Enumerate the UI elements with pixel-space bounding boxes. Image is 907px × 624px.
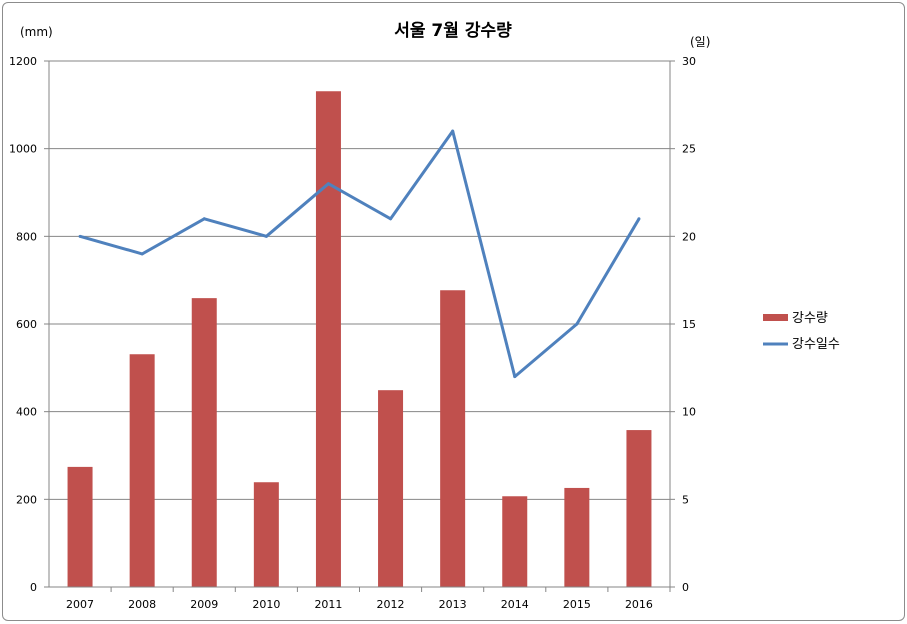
right-axis-unit: (일) bbox=[690, 35, 710, 49]
left-tick-label: 1200 bbox=[9, 55, 37, 68]
bar-2007 bbox=[67, 466, 93, 587]
line-point bbox=[389, 217, 393, 221]
line-point bbox=[78, 234, 82, 238]
bar-2014 bbox=[502, 496, 528, 587]
left-tick-label: 800 bbox=[16, 230, 37, 243]
axes: 0 200 400 600 800 1000 1200 0 5 10 15 20 25 30 2007 200… bbox=[9, 55, 696, 611]
bar-series bbox=[67, 91, 652, 588]
bar-2010 bbox=[253, 482, 279, 587]
right-tick-label: 30 bbox=[682, 55, 696, 68]
right-tick-label: 5 bbox=[682, 493, 689, 506]
legend-label-bar: 강수량 bbox=[792, 311, 828, 326]
right-tick-label: 20 bbox=[682, 230, 696, 243]
x-tick-label: 2008 bbox=[128, 598, 156, 611]
line-강수일수 bbox=[79, 129, 641, 379]
chart-title: 서울 7월 강수량 bbox=[394, 21, 512, 41]
line-point bbox=[513, 375, 517, 379]
line-point bbox=[451, 129, 455, 133]
x-tick-label: 2014 bbox=[501, 598, 529, 611]
bar-2009 bbox=[191, 298, 217, 587]
left-axis-unit: (mm) bbox=[20, 25, 53, 39]
x-tick-label: 2010 bbox=[252, 598, 280, 611]
legend-label-line: 강수일수 bbox=[792, 337, 840, 352]
left-tick-label: 600 bbox=[16, 318, 37, 331]
x-tick-label: 2007 bbox=[66, 598, 94, 611]
left-tick-label: 0 bbox=[30, 581, 37, 594]
legend-swatch-bar bbox=[763, 314, 788, 321]
line-point bbox=[637, 217, 641, 221]
bar-2016 bbox=[626, 430, 652, 587]
x-tick-label: 2009 bbox=[190, 598, 218, 611]
line-series bbox=[78, 129, 641, 379]
line-point bbox=[202, 217, 206, 221]
right-tick-label: 10 bbox=[682, 406, 696, 419]
bar-2008 bbox=[129, 354, 155, 587]
left-tick-label: 400 bbox=[16, 406, 37, 419]
x-tick-label: 2011 bbox=[314, 598, 342, 611]
x-tick-label: 2013 bbox=[439, 598, 467, 611]
line-point bbox=[575, 322, 579, 326]
line-point bbox=[140, 252, 144, 256]
left-tick-label: 200 bbox=[16, 493, 37, 506]
bar-2012 bbox=[378, 390, 404, 587]
bar-2013 bbox=[440, 290, 466, 587]
bar-2011 bbox=[315, 91, 341, 588]
x-tick-label: 2012 bbox=[377, 598, 405, 611]
left-tick-label: 1000 bbox=[9, 143, 37, 156]
bar-2015 bbox=[564, 487, 590, 587]
right-tick-label: 25 bbox=[682, 143, 696, 156]
right-tick-label: 0 bbox=[682, 581, 689, 594]
x-tick-label: 2015 bbox=[563, 598, 591, 611]
line-point bbox=[264, 234, 268, 238]
line-point bbox=[326, 182, 330, 186]
x-tick-label: 2016 bbox=[625, 598, 653, 611]
right-tick-label: 15 bbox=[682, 318, 696, 331]
